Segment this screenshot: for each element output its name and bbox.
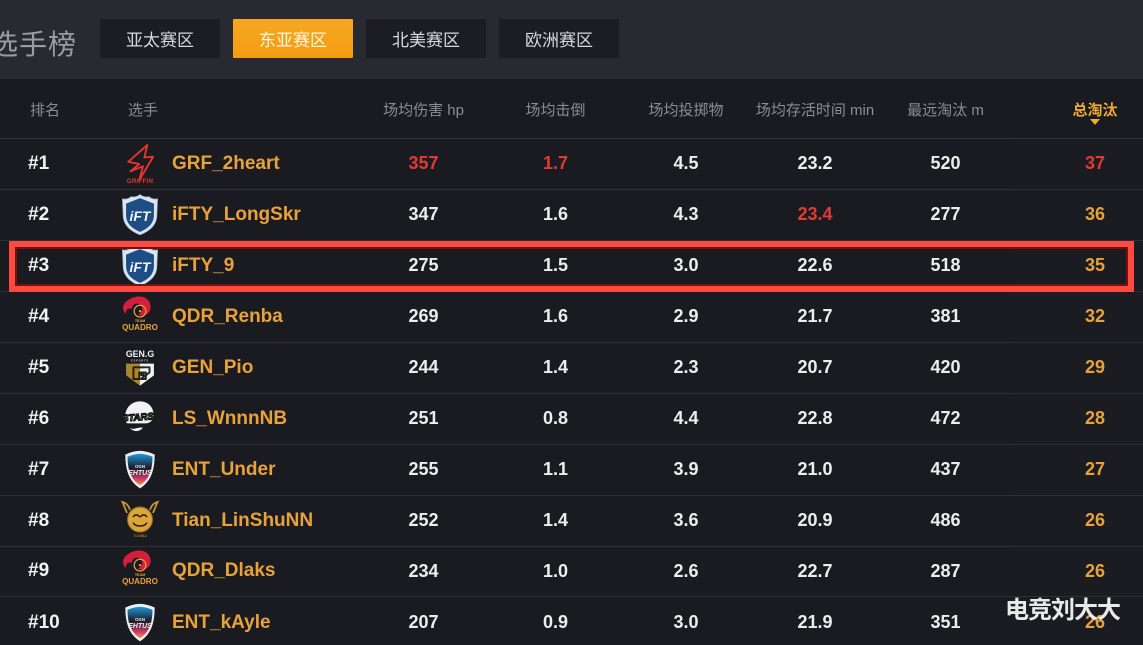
svg-text:EHTUS: EHTUS <box>128 470 152 477</box>
svg-text:QUADRO: QUADRO <box>122 578 158 587</box>
svg-text:OGN: OGN <box>135 617 145 622</box>
svg-text:iFT: iFT <box>130 208 152 224</box>
svg-text:EHTUS: EHTUS <box>128 623 152 630</box>
svg-text:OGN: OGN <box>135 463 145 468</box>
svg-text:QUADRO: QUADRO <box>122 323 158 332</box>
svg-text:ESPORTS: ESPORTS <box>131 358 149 362</box>
svg-text:GRIFFIN: GRIFFIN <box>127 178 154 185</box>
svg-text:GEN.G: GEN.G <box>126 349 155 359</box>
svg-text:iFT: iFT <box>130 259 152 275</box>
svg-text:STARS: STARS <box>122 411 155 424</box>
svg-text:TIANBA: TIANBA <box>133 534 147 538</box>
